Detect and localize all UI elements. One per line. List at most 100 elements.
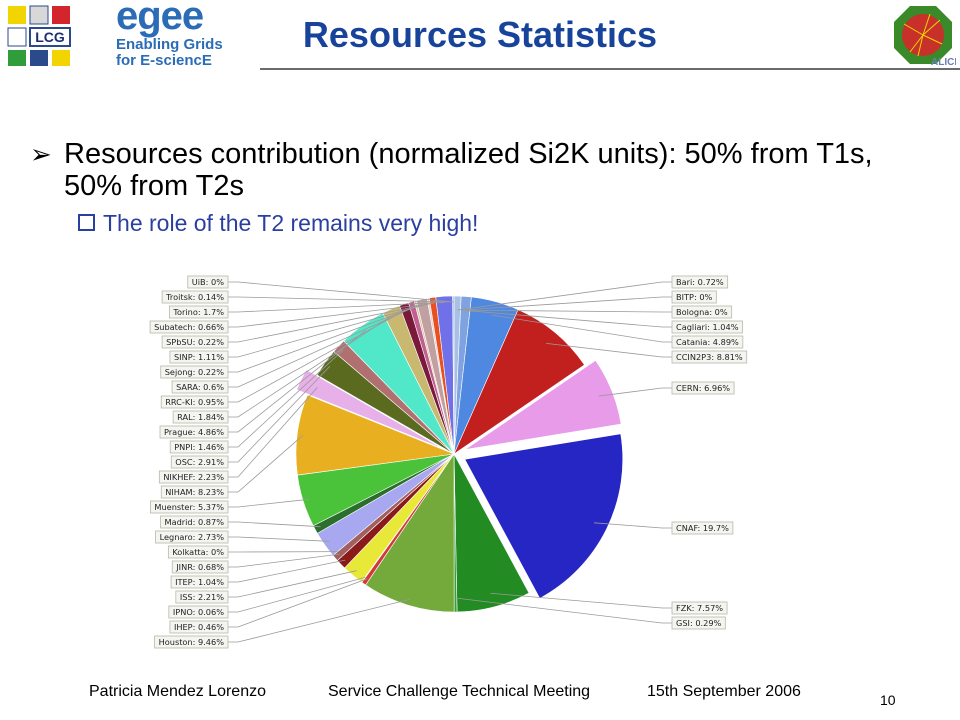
leader-line-jinr — [228, 553, 340, 568]
pie-slice-houston — [365, 453, 455, 613]
leader-line-itep — [228, 559, 346, 583]
leader-line-cnaf — [593, 522, 672, 529]
slice-label-muenster: Muenster: 5.37% — [154, 502, 224, 512]
leader-line-cagliari — [465, 310, 672, 328]
slice-label-uib: UiB: 0% — [192, 277, 224, 287]
leader-line-bari — [457, 281, 672, 311]
slice-label-box-cnaf — [671, 521, 734, 535]
slice-labels: UiB: 0% Troitsk: 0.14% Torino: 1.7% Subatec… — [149, 275, 748, 649]
slice-label-ihep: IHEP: 0.46% — [174, 622, 224, 632]
slice-label-box-cagliari — [671, 320, 743, 334]
footer-meeting: Service Challenge Technical Meeting — [328, 683, 591, 700]
slice-label-ccin2p3: CCIN2P3: 8.81% — [676, 352, 743, 362]
slice-label-box-legnaro — [155, 530, 229, 544]
slice-label-cagliari: Cagliari: 1.04% — [676, 322, 739, 332]
footer-author: Patricia Mendez Lorenzo — [89, 683, 266, 700]
slice-label-kolkatta: Kolkatta: 0% — [172, 547, 224, 557]
slice-label-cern: CERN: 6.96% — [676, 383, 730, 393]
slice-label-box-spbsu — [161, 335, 229, 349]
leader-line-muenster — [228, 498, 309, 508]
slice-label-box-niham — [160, 485, 229, 499]
slice-label-rrc-ki: RRC-KI: 0.95% — [165, 397, 224, 407]
leader-line-bitp — [460, 296, 672, 311]
lcg-logo-text: LCG — [35, 29, 65, 45]
leader-line-osc — [228, 366, 331, 463]
slice-label-box-prague — [159, 425, 229, 439]
slice-label-box-cern — [671, 381, 735, 395]
slice-label-sara: SARA: 0.6% — [176, 382, 224, 392]
leader-line-prague — [228, 329, 366, 433]
slice-label-ral: RAL: 1.84% — [177, 412, 224, 422]
slice-label-itep: ITEP: 1.04% — [175, 577, 224, 587]
slice-label-bologna: Bologna: 0% — [676, 307, 728, 317]
slice-label-spbsu: SPbSU: 0.22% — [166, 337, 224, 347]
slice-label-box-troitsk — [161, 290, 229, 304]
slice-label-pnpi: PNPI: 1.46% — [174, 442, 224, 452]
pie-slice-nikhef — [296, 369, 444, 450]
pie-slices — [295, 295, 623, 613]
leader-line-pnpi — [228, 349, 344, 448]
slice-label-box-ral — [172, 410, 229, 424]
slice-label-niham: NIHAM: 8.23% — [165, 487, 224, 497]
leader-line-uib — [228, 281, 455, 303]
slice-label-iss: ISS: 2.21% — [180, 592, 224, 602]
slice-label-box-ihep — [169, 620, 229, 634]
slice-label-box-iss — [175, 590, 229, 604]
slice-label-legnaro: Legnaro: 2.73% — [160, 532, 225, 542]
slice-label-bari: Bari: 0.72% — [676, 277, 724, 287]
leader-lines — [228, 281, 672, 643]
slide-title: Resources Statistics — [302, 14, 658, 55]
egee-logo-word: egee — [116, 0, 204, 38]
leader-line-sara — [228, 307, 414, 388]
slice-label-jinr: JINR: 0.68% — [175, 562, 224, 572]
pie-chart: UiB: 0% Troitsk: 0.14% Torino: 1.7% Subatec… — [149, 275, 748, 649]
slice-label-box-sara — [171, 380, 229, 394]
slice-label-box-ipno — [168, 605, 229, 619]
slice-label-box-pnpi — [169, 440, 229, 454]
leader-line-ccin2p3 — [546, 342, 672, 358]
leader-line-sejong — [228, 306, 417, 373]
slice-label-box-nikhef — [158, 470, 229, 484]
slice-label-sinp: SINP: 1.11% — [174, 352, 224, 362]
slice-label-box-madrid — [160, 515, 229, 529]
slice-label-gsi: GSI: 0.29% — [676, 618, 722, 628]
sub-bullet-text: The role of the T2 remains very high! — [103, 210, 479, 236]
leader-line-fzk — [490, 592, 672, 609]
slice-label-catania: Catania: 4.89% — [676, 337, 739, 347]
egee-logo: egee Enabling Grids for E-sciencE — [96, 0, 256, 69]
slice-label-ipno: IPNO: 0.06% — [173, 607, 224, 617]
leader-line-nikhef — [228, 387, 318, 478]
leader-line-iss — [228, 570, 357, 598]
slice-label-box-gsi — [671, 616, 726, 630]
leader-line-rrc-ki — [228, 309, 407, 403]
slice-label-box-torino — [168, 305, 229, 319]
slice-label-box-fzk — [671, 601, 728, 615]
slice-label-box-itep — [170, 575, 229, 589]
alice-logo: ALICE — [890, 2, 960, 68]
bullet-resources-contribution: ➢ Resources contribution (normalized Si2… — [30, 138, 930, 202]
title-divider — [260, 68, 960, 70]
slice-label-houston: Houston: 9.46% — [159, 637, 225, 647]
arrow-bullet-icon: ➢ — [30, 139, 52, 169]
slice-label-box-bitp — [671, 290, 717, 304]
slice-label-bitp: BITP: 0% — [676, 292, 713, 302]
leader-line-sinp — [228, 304, 424, 358]
pie-slice-cnaf — [464, 433, 623, 599]
leader-line-catania — [491, 314, 672, 343]
slice-label-sejong: Sejong: 0.22% — [165, 367, 224, 377]
slice-label-torino: Torino: 1.7% — [172, 307, 224, 317]
slice-label-box-kolkatta — [167, 545, 229, 559]
slice-label-box-catania — [671, 335, 744, 349]
leader-line-spbsu — [228, 303, 430, 343]
slice-label-osc: OSC: 2.91% — [175, 457, 224, 467]
slice-label-box-rrc-ki — [160, 395, 229, 409]
egee-logo-tagline-2: for E-sciencE — [116, 52, 212, 69]
slice-label-box-subatech — [149, 320, 229, 334]
alice-logo-text: ALICE — [931, 57, 956, 68]
slice-label-box-osc — [170, 455, 229, 469]
slice-label-box-ccin2p3 — [671, 350, 748, 364]
slice-label-nikhef: NIKHEF: 2.23% — [163, 472, 224, 482]
leader-line-ihep — [228, 578, 368, 628]
leader-line-bologna — [460, 309, 672, 313]
leader-line-niham — [228, 434, 304, 493]
